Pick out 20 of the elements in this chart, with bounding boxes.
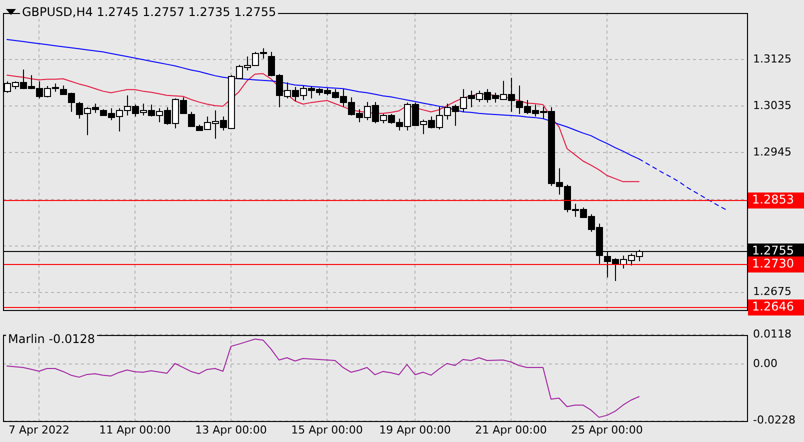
x-tick-label: 19 Apr 00:00 bbox=[379, 423, 451, 436]
x-tick-label: 7 Apr 2022 bbox=[8, 423, 70, 436]
ref-line-label: 1.2853 bbox=[752, 192, 794, 207]
x-tick-label: 21 Apr 00:00 bbox=[475, 423, 547, 436]
chart-title: GBPUSD,H4 1.2745 1.2757 1.2735 1.2755 bbox=[20, 5, 278, 19]
y-tick-label: 0.00 bbox=[753, 356, 778, 370]
ref-line-label: 1.2755 bbox=[752, 244, 794, 258]
y-tick-label: 1.3035 bbox=[753, 99, 792, 112]
x-tick-label: 13 Apr 00:00 bbox=[195, 423, 267, 436]
chart-title: Marlin -0.0128 bbox=[6, 332, 98, 346]
ref-line-label: 1.2730 bbox=[752, 256, 794, 271]
y-tick-label: 0.0118 bbox=[753, 327, 792, 340]
y-tick-label: 1.2675 bbox=[753, 285, 792, 298]
x-tick-label: 11 Apr 00:00 bbox=[99, 423, 171, 436]
x-tick-label: 15 Apr 00:00 bbox=[291, 423, 363, 436]
ref-line-label: 1.2646 bbox=[752, 300, 794, 314]
y-tick-label: -0.0228 bbox=[753, 414, 796, 427]
y-tick-label: 1.2945 bbox=[753, 146, 792, 159]
y-tick-label: 1.3125 bbox=[753, 52, 792, 66]
x-tick-label: 25 Apr 00:00 bbox=[571, 423, 643, 436]
